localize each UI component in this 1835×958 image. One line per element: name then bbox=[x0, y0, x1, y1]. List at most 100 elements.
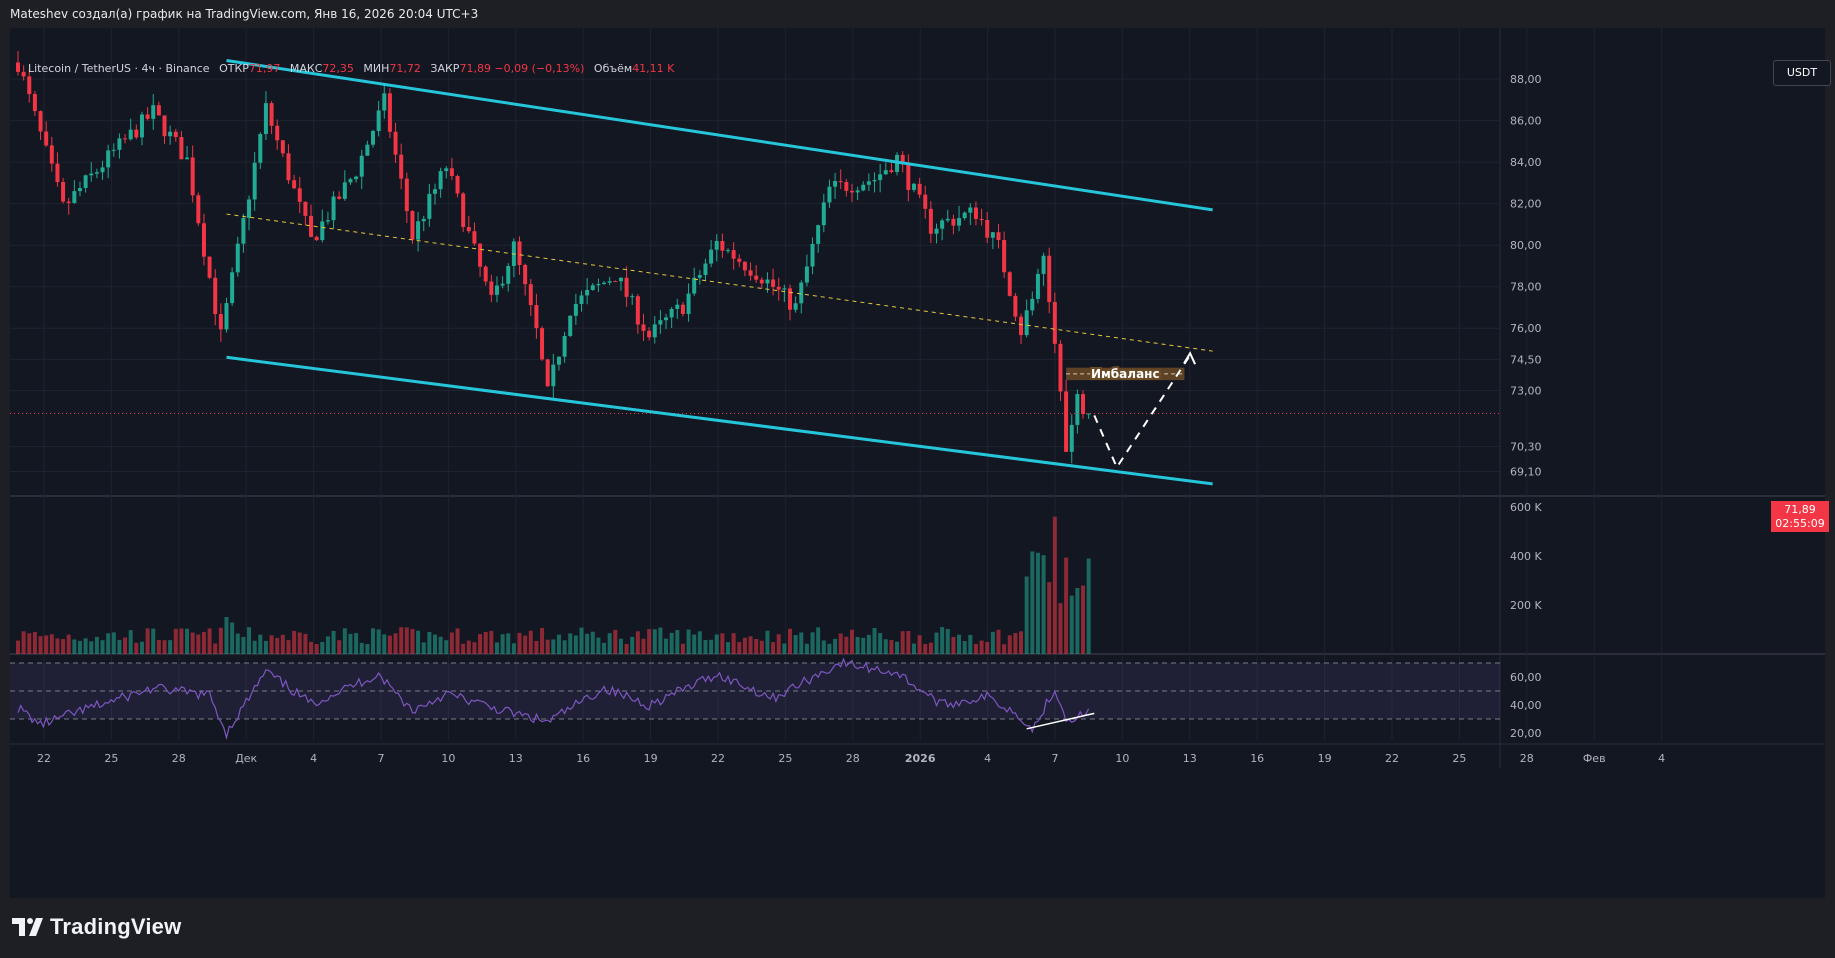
candle bbox=[624, 277, 629, 297]
candle bbox=[416, 221, 421, 240]
volume-bar bbox=[432, 634, 437, 654]
candle bbox=[985, 220, 990, 238]
volume-bar bbox=[179, 628, 184, 654]
volume-bar bbox=[494, 642, 499, 654]
volume-bar bbox=[979, 640, 984, 654]
candle bbox=[979, 218, 984, 221]
candle bbox=[123, 138, 128, 140]
candle bbox=[720, 240, 725, 251]
candle bbox=[928, 208, 933, 234]
currency-button[interactable]: USDT bbox=[1773, 60, 1831, 86]
volume-bar bbox=[258, 634, 263, 654]
volume-bar bbox=[275, 637, 280, 654]
candle bbox=[748, 270, 753, 276]
candle bbox=[911, 183, 916, 190]
candle bbox=[325, 220, 330, 222]
candle bbox=[647, 330, 652, 338]
volume-bar bbox=[151, 628, 156, 654]
candle bbox=[697, 275, 702, 278]
top-bar: Mateshev создал(а) график на TradingView… bbox=[0, 0, 1835, 28]
tradingview-logo-icon bbox=[12, 916, 46, 938]
symbol-label[interactable]: Litecoin / TetherUS · 4ч · Binance bbox=[28, 62, 210, 75]
candle bbox=[179, 137, 184, 160]
candle bbox=[562, 335, 567, 357]
price-tick-label: 78,00 bbox=[1510, 281, 1542, 294]
candle bbox=[669, 308, 674, 318]
volume-bar bbox=[748, 636, 753, 654]
close-value: 71,89 bbox=[459, 62, 491, 75]
candle bbox=[765, 279, 770, 284]
volume-bar bbox=[309, 641, 314, 654]
time-tick-label: 19 bbox=[644, 752, 658, 765]
candle bbox=[111, 149, 116, 151]
tradingview-logo[interactable]: TradingView bbox=[12, 914, 181, 940]
candle bbox=[771, 279, 776, 287]
volume-bar bbox=[951, 636, 956, 654]
candle bbox=[866, 181, 871, 185]
candle bbox=[371, 130, 376, 145]
candle bbox=[861, 184, 866, 191]
candle bbox=[44, 131, 49, 146]
low-label: МИН bbox=[363, 62, 390, 75]
volume-bar bbox=[16, 640, 20, 654]
candle bbox=[354, 176, 359, 180]
candle bbox=[1058, 343, 1063, 392]
candle bbox=[190, 157, 195, 196]
price-tick-label: 88,00 bbox=[1510, 73, 1542, 86]
candle bbox=[827, 186, 832, 203]
volume-bar bbox=[731, 633, 736, 654]
candle bbox=[968, 207, 973, 213]
channel-upper-line bbox=[226, 58, 1213, 212]
volume-bar bbox=[185, 628, 190, 654]
volume-bar bbox=[799, 632, 804, 654]
volume-bar bbox=[466, 640, 471, 654]
candle bbox=[49, 145, 54, 164]
candle bbox=[275, 125, 280, 141]
candle bbox=[573, 303, 578, 316]
time-tick-label: 22 bbox=[37, 752, 51, 765]
volume-bar bbox=[511, 643, 516, 654]
volume-bar bbox=[855, 636, 860, 654]
chart-area[interactable]: Имбаланс 88,00 86,00 84,00 82,00 80,00 78,00 7… bbox=[10, 28, 1831, 898]
volume-bar bbox=[697, 631, 702, 654]
candle bbox=[776, 286, 781, 290]
candle bbox=[793, 303, 798, 310]
volume-bar bbox=[94, 636, 99, 654]
volume-bar bbox=[844, 636, 849, 654]
volume-bar bbox=[421, 642, 426, 654]
candle bbox=[1002, 239, 1007, 273]
candle bbox=[162, 115, 167, 137]
chart-svg[interactable]: Имбаланс 88,00 86,00 84,00 82,00 80,00 78,00 7… bbox=[10, 28, 1825, 898]
candle bbox=[906, 164, 911, 190]
candle bbox=[1086, 413, 1091, 415]
volume-bar bbox=[106, 633, 111, 654]
candle bbox=[917, 183, 922, 195]
price-tick-label: 82,00 bbox=[1510, 198, 1542, 211]
candle bbox=[726, 250, 731, 252]
volume-bar bbox=[782, 643, 787, 654]
volume-bar bbox=[883, 639, 888, 654]
volume-bar bbox=[545, 639, 550, 654]
candle bbox=[810, 243, 815, 267]
candle bbox=[962, 212, 967, 219]
time-tick-label: 25 bbox=[1452, 752, 1466, 765]
candle bbox=[337, 196, 342, 199]
volume-bar bbox=[675, 629, 680, 654]
time-tick-label: 4 bbox=[1658, 752, 1665, 765]
volume-bar bbox=[27, 633, 32, 654]
volume-bar bbox=[55, 638, 60, 654]
volume-bar bbox=[945, 628, 950, 654]
volume-bar bbox=[928, 642, 933, 654]
volume-bar bbox=[252, 640, 257, 654]
candle bbox=[849, 190, 854, 193]
price-tick-label: 84,00 bbox=[1510, 156, 1542, 169]
candle bbox=[1035, 273, 1040, 299]
candle bbox=[833, 181, 838, 187]
volume-bar bbox=[365, 644, 370, 654]
candle bbox=[365, 144, 370, 156]
volume-bar bbox=[449, 632, 454, 654]
candle bbox=[399, 154, 404, 179]
volume-bar bbox=[331, 630, 336, 654]
candle bbox=[201, 223, 206, 257]
volume-bar bbox=[438, 636, 443, 654]
